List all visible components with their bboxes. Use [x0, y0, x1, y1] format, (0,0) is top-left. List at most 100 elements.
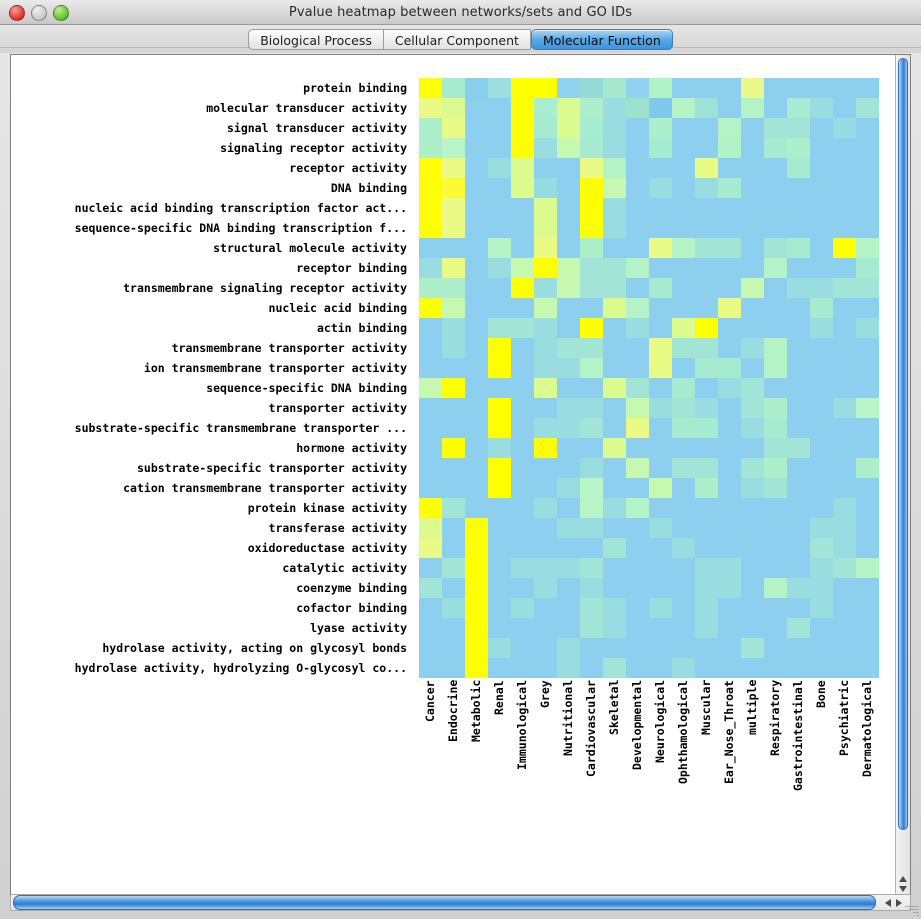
heatmap-cell[interactable]: [787, 538, 810, 558]
heatmap-cell[interactable]: [833, 618, 856, 638]
heatmap-cell[interactable]: [718, 138, 741, 158]
heatmap-cell[interactable]: [603, 298, 626, 318]
heatmap-cell[interactable]: [695, 658, 718, 678]
heatmap-cell[interactable]: [557, 498, 580, 518]
heatmap-cell[interactable]: [649, 278, 672, 298]
heatmap-cell[interactable]: [672, 418, 695, 438]
heatmap-cell[interactable]: [580, 498, 603, 518]
heatmap-cell[interactable]: [580, 458, 603, 478]
heatmap-cell[interactable]: [557, 578, 580, 598]
heatmap-cell[interactable]: [764, 478, 787, 498]
heatmap-cell[interactable]: [718, 658, 741, 678]
heatmap-cell[interactable]: [442, 258, 465, 278]
heatmap-cell[interactable]: [856, 158, 879, 178]
heatmap-cell[interactable]: [511, 458, 534, 478]
heatmap-cell[interactable]: [741, 458, 764, 478]
heatmap-cell[interactable]: [419, 298, 442, 318]
heatmap-cell[interactable]: [672, 158, 695, 178]
heatmap-cell[interactable]: [856, 198, 879, 218]
heatmap-cell[interactable]: [741, 638, 764, 658]
heatmap-cell[interactable]: [741, 358, 764, 378]
heatmap-cell[interactable]: [557, 478, 580, 498]
heatmap-cell[interactable]: [718, 638, 741, 658]
heatmap-cell[interactable]: [465, 278, 488, 298]
heatmap-grid[interactable]: [419, 78, 879, 678]
heatmap-cell[interactable]: [626, 498, 649, 518]
heatmap-cell[interactable]: [764, 658, 787, 678]
heatmap-cell[interactable]: [534, 78, 557, 98]
heatmap-cell[interactable]: [419, 158, 442, 178]
heatmap-cell[interactable]: [833, 478, 856, 498]
heatmap-cell[interactable]: [511, 138, 534, 158]
heatmap-cell[interactable]: [649, 518, 672, 538]
heatmap-cell[interactable]: [580, 398, 603, 418]
heatmap-cell[interactable]: [580, 638, 603, 658]
heatmap-cell[interactable]: [580, 78, 603, 98]
heatmap-cell[interactable]: [787, 618, 810, 638]
heatmap-cell[interactable]: [741, 238, 764, 258]
heatmap-cell[interactable]: [741, 558, 764, 578]
heatmap-cell[interactable]: [833, 178, 856, 198]
heatmap-cell[interactable]: [672, 178, 695, 198]
heatmap-cell[interactable]: [442, 158, 465, 178]
heatmap-cell[interactable]: [465, 538, 488, 558]
heatmap-cell[interactable]: [580, 538, 603, 558]
heatmap-cell[interactable]: [787, 238, 810, 258]
heatmap-cell[interactable]: [626, 118, 649, 138]
heatmap-cell[interactable]: [534, 478, 557, 498]
heatmap-cell[interactable]: [741, 478, 764, 498]
heatmap-cell[interactable]: [534, 578, 557, 598]
heatmap-cell[interactable]: [534, 458, 557, 478]
heatmap-cell[interactable]: [465, 618, 488, 638]
heatmap-cell[interactable]: [442, 378, 465, 398]
heatmap-cell[interactable]: [603, 318, 626, 338]
heatmap-cell[interactable]: [557, 518, 580, 538]
heatmap-cell[interactable]: [580, 258, 603, 278]
heatmap-cell[interactable]: [810, 658, 833, 678]
heatmap-cell[interactable]: [649, 98, 672, 118]
heatmap-cell[interactable]: [718, 318, 741, 338]
heatmap-cell[interactable]: [488, 598, 511, 618]
heatmap-plot[interactable]: [419, 78, 879, 678]
heatmap-cell[interactable]: [764, 458, 787, 478]
heatmap-cell[interactable]: [741, 658, 764, 678]
heatmap-cell[interactable]: [718, 518, 741, 538]
close-button[interactable]: [9, 5, 25, 21]
heatmap-cell[interactable]: [534, 358, 557, 378]
heatmap-cell[interactable]: [534, 538, 557, 558]
heatmap-cell[interactable]: [856, 538, 879, 558]
heatmap-cell[interactable]: [511, 278, 534, 298]
heatmap-cell[interactable]: [741, 118, 764, 138]
heatmap-cell[interactable]: [442, 298, 465, 318]
heatmap-cell[interactable]: [649, 238, 672, 258]
heatmap-cell[interactable]: [419, 98, 442, 118]
heatmap-cell[interactable]: [833, 538, 856, 558]
heatmap-cell[interactable]: [442, 218, 465, 238]
heatmap-cell[interactable]: [419, 418, 442, 438]
heatmap-cell[interactable]: [649, 298, 672, 318]
heatmap-cell[interactable]: [511, 198, 534, 218]
heatmap-cell[interactable]: [511, 238, 534, 258]
vertical-scrollbar-thumb[interactable]: [898, 58, 908, 830]
heatmap-cell[interactable]: [419, 138, 442, 158]
heatmap-cell[interactable]: [672, 598, 695, 618]
heatmap-cell[interactable]: [672, 198, 695, 218]
heatmap-cell[interactable]: [580, 558, 603, 578]
heatmap-cell[interactable]: [626, 98, 649, 118]
heatmap-cell[interactable]: [856, 558, 879, 578]
heatmap-cell[interactable]: [580, 618, 603, 638]
heatmap-cell[interactable]: [833, 98, 856, 118]
heatmap-cell[interactable]: [534, 658, 557, 678]
heatmap-cell[interactable]: [580, 418, 603, 438]
heatmap-cell[interactable]: [741, 138, 764, 158]
heatmap-cell[interactable]: [626, 178, 649, 198]
heatmap-cell[interactable]: [465, 518, 488, 538]
heatmap-cell[interactable]: [557, 78, 580, 98]
heatmap-cell[interactable]: [626, 518, 649, 538]
heatmap-cell[interactable]: [511, 338, 534, 358]
heatmap-cell[interactable]: [511, 658, 534, 678]
heatmap-cell[interactable]: [856, 78, 879, 98]
heatmap-cell[interactable]: [626, 658, 649, 678]
heatmap-cell[interactable]: [580, 298, 603, 318]
heatmap-cell[interactable]: [787, 438, 810, 458]
